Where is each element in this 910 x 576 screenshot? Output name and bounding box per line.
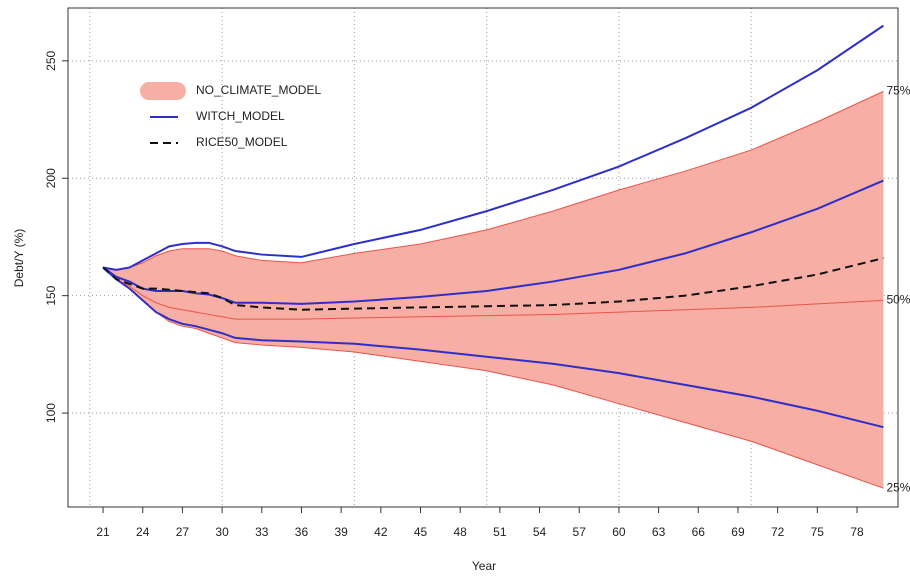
plot-area [68,8,898,507]
x-tick-label: 30 [215,525,229,539]
legend: NO_CLIMATE_MODEL WITCH_MODEL RICE50_MODEL [140,82,321,149]
y-tick-label: 200 [44,168,58,188]
x-tick-label: 42 [374,525,388,539]
x-tick-label: 66 [692,525,706,539]
legend-label: RICE50_MODEL [196,135,288,149]
x-tick-label: 39 [334,525,348,539]
x-tick-label: 54 [533,525,547,539]
series-line [102,24,885,271]
legend-label: NO_CLIMATE_MODEL [196,83,321,97]
x-tick-label: 72 [771,525,785,539]
x-tick-label: 78 [850,525,864,539]
x-tick-label: 36 [295,525,309,539]
x-tick-label: 69 [731,525,745,539]
y-tick-label: 250 [44,51,58,71]
y-axis-label: Debt/Y (%) [12,229,26,287]
y-tick-label: 100 [44,403,58,423]
x-tick-label: 24 [136,525,150,539]
series-line [102,266,884,429]
x-tick-label: 57 [573,525,587,539]
band-edge [102,267,884,320]
x-tick-label: 33 [255,525,269,539]
series-line [102,257,884,311]
x-tick-label: 27 [176,525,190,539]
plot-frame [67,7,899,508]
x-tick-label: 60 [612,525,626,539]
legend-label: WITCH_MODEL [196,109,285,123]
x-tick-label: 45 [414,525,428,539]
x-tick-label: 21 [96,525,110,539]
y-tick-label: 150 [44,285,58,305]
x-axis-label: Year [472,559,496,573]
x-tick-label: 51 [493,525,507,539]
series-line [102,179,884,305]
x-tick-label: 63 [652,525,666,539]
x-tick-label: 75 [811,525,825,539]
legend-swatch [140,82,186,100]
x-tick-label: 48 [454,525,468,539]
band-edge [102,90,884,271]
